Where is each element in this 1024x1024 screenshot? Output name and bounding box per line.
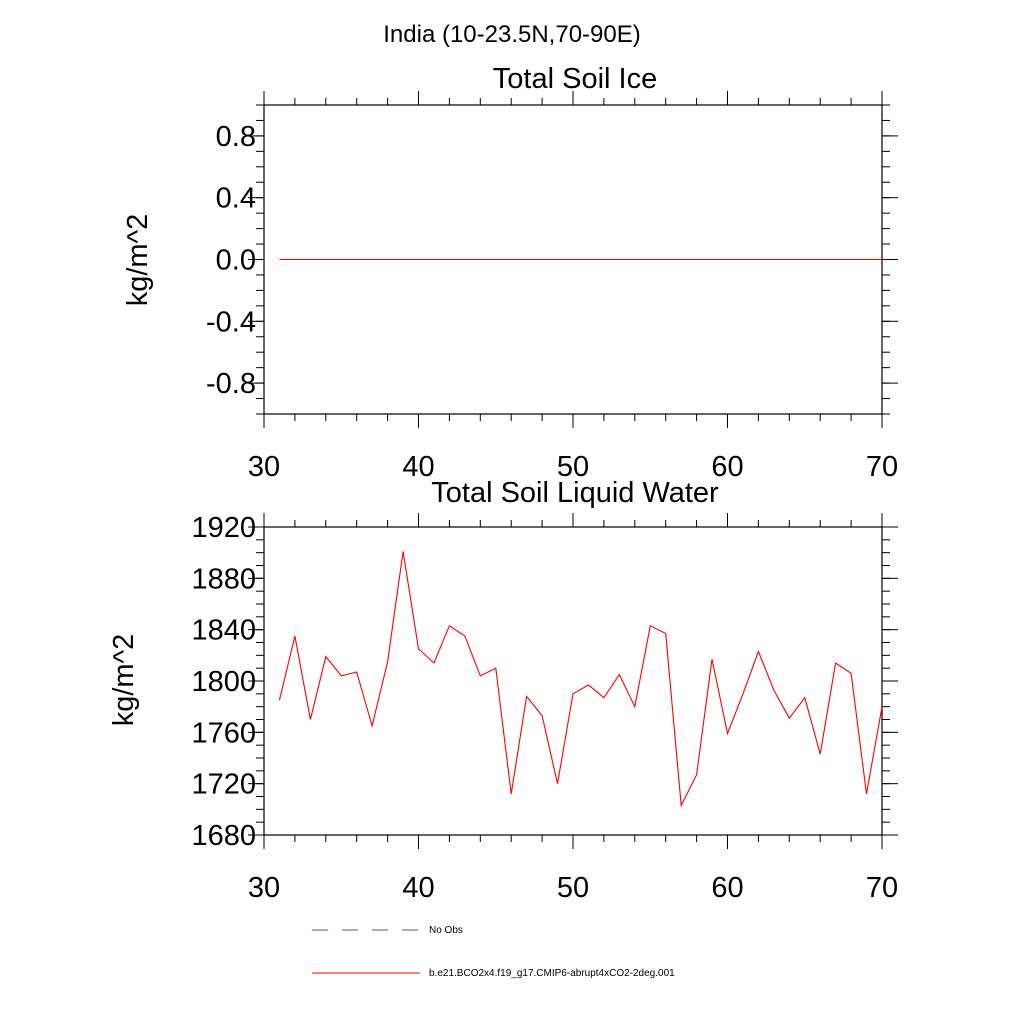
x-tick-label: 70: [866, 451, 898, 483]
tick-labels: 30 40 50 60 70 -0.8 -0.4 0.0 0.4 0.8: [206, 121, 898, 483]
panel-title: Total Soil Ice: [493, 63, 657, 95]
legend-label-no-obs: No Obs: [429, 925, 463, 936]
y-axis-label: kg/m^2: [122, 214, 154, 307]
plot-frame: [263, 526, 883, 836]
x-tick-label: 30: [248, 451, 280, 483]
y-tick-label: 1920: [191, 512, 256, 544]
figure-suptitle: India (10-23.5N,70-90E): [383, 21, 640, 48]
axis-ticks: [248, 513, 898, 849]
y-tick-label: -0.8: [206, 368, 256, 400]
series-line: [278, 551, 883, 808]
y-tick-label: 0.4: [216, 183, 256, 215]
x-tick-label: 60: [711, 872, 743, 904]
y-tick-label: 1800: [191, 666, 256, 698]
y-tick-label: 1680: [191, 820, 256, 852]
x-tick-label: 40: [402, 872, 434, 904]
panel-total-soil-ice: Total Soil Ice kg/m^2 30 40 50 60 70 -0.8 -0.4…: [122, 63, 898, 483]
x-tick-label: 30: [248, 872, 280, 904]
x-tick-label: 40: [402, 451, 434, 483]
x-tick-label: 50: [557, 872, 589, 904]
y-tick-label: 1720: [191, 769, 256, 801]
x-tick-label: 50: [557, 451, 589, 483]
y-tick-label: 0.0: [216, 245, 256, 277]
y-axis-label: kg/m^2: [108, 634, 140, 727]
legend-label-model: b.e21.BCO2x4.f19_g17.CMIP6-abrupt4xCO2-2…: [429, 968, 675, 979]
y-tick-label: 1880: [191, 563, 256, 595]
x-tick-label: 60: [711, 451, 743, 483]
x-tick-label: 70: [866, 872, 898, 904]
axis-ticks: [248, 91, 898, 428]
series-group: [278, 551, 883, 808]
y-tick-label: -0.4: [206, 306, 256, 338]
tick-labels: 30 40 50 60 70 1680 1720 1760 1800 1840 1880 1920: [191, 512, 898, 904]
legend: No Obs b.e21.BCO2x4.f19_g17.CMIP6-abrupt…: [312, 925, 675, 979]
panel-title: Total Soil Liquid Water: [431, 477, 719, 509]
y-tick-label: 1840: [191, 615, 256, 647]
y-tick-label: 0.8: [216, 121, 256, 153]
panel-total-soil-liquid-water: Total Soil Liquid Water kg/m^2 30 40 50 60 7…: [108, 477, 898, 904]
y-tick-label: 1760: [191, 717, 256, 749]
